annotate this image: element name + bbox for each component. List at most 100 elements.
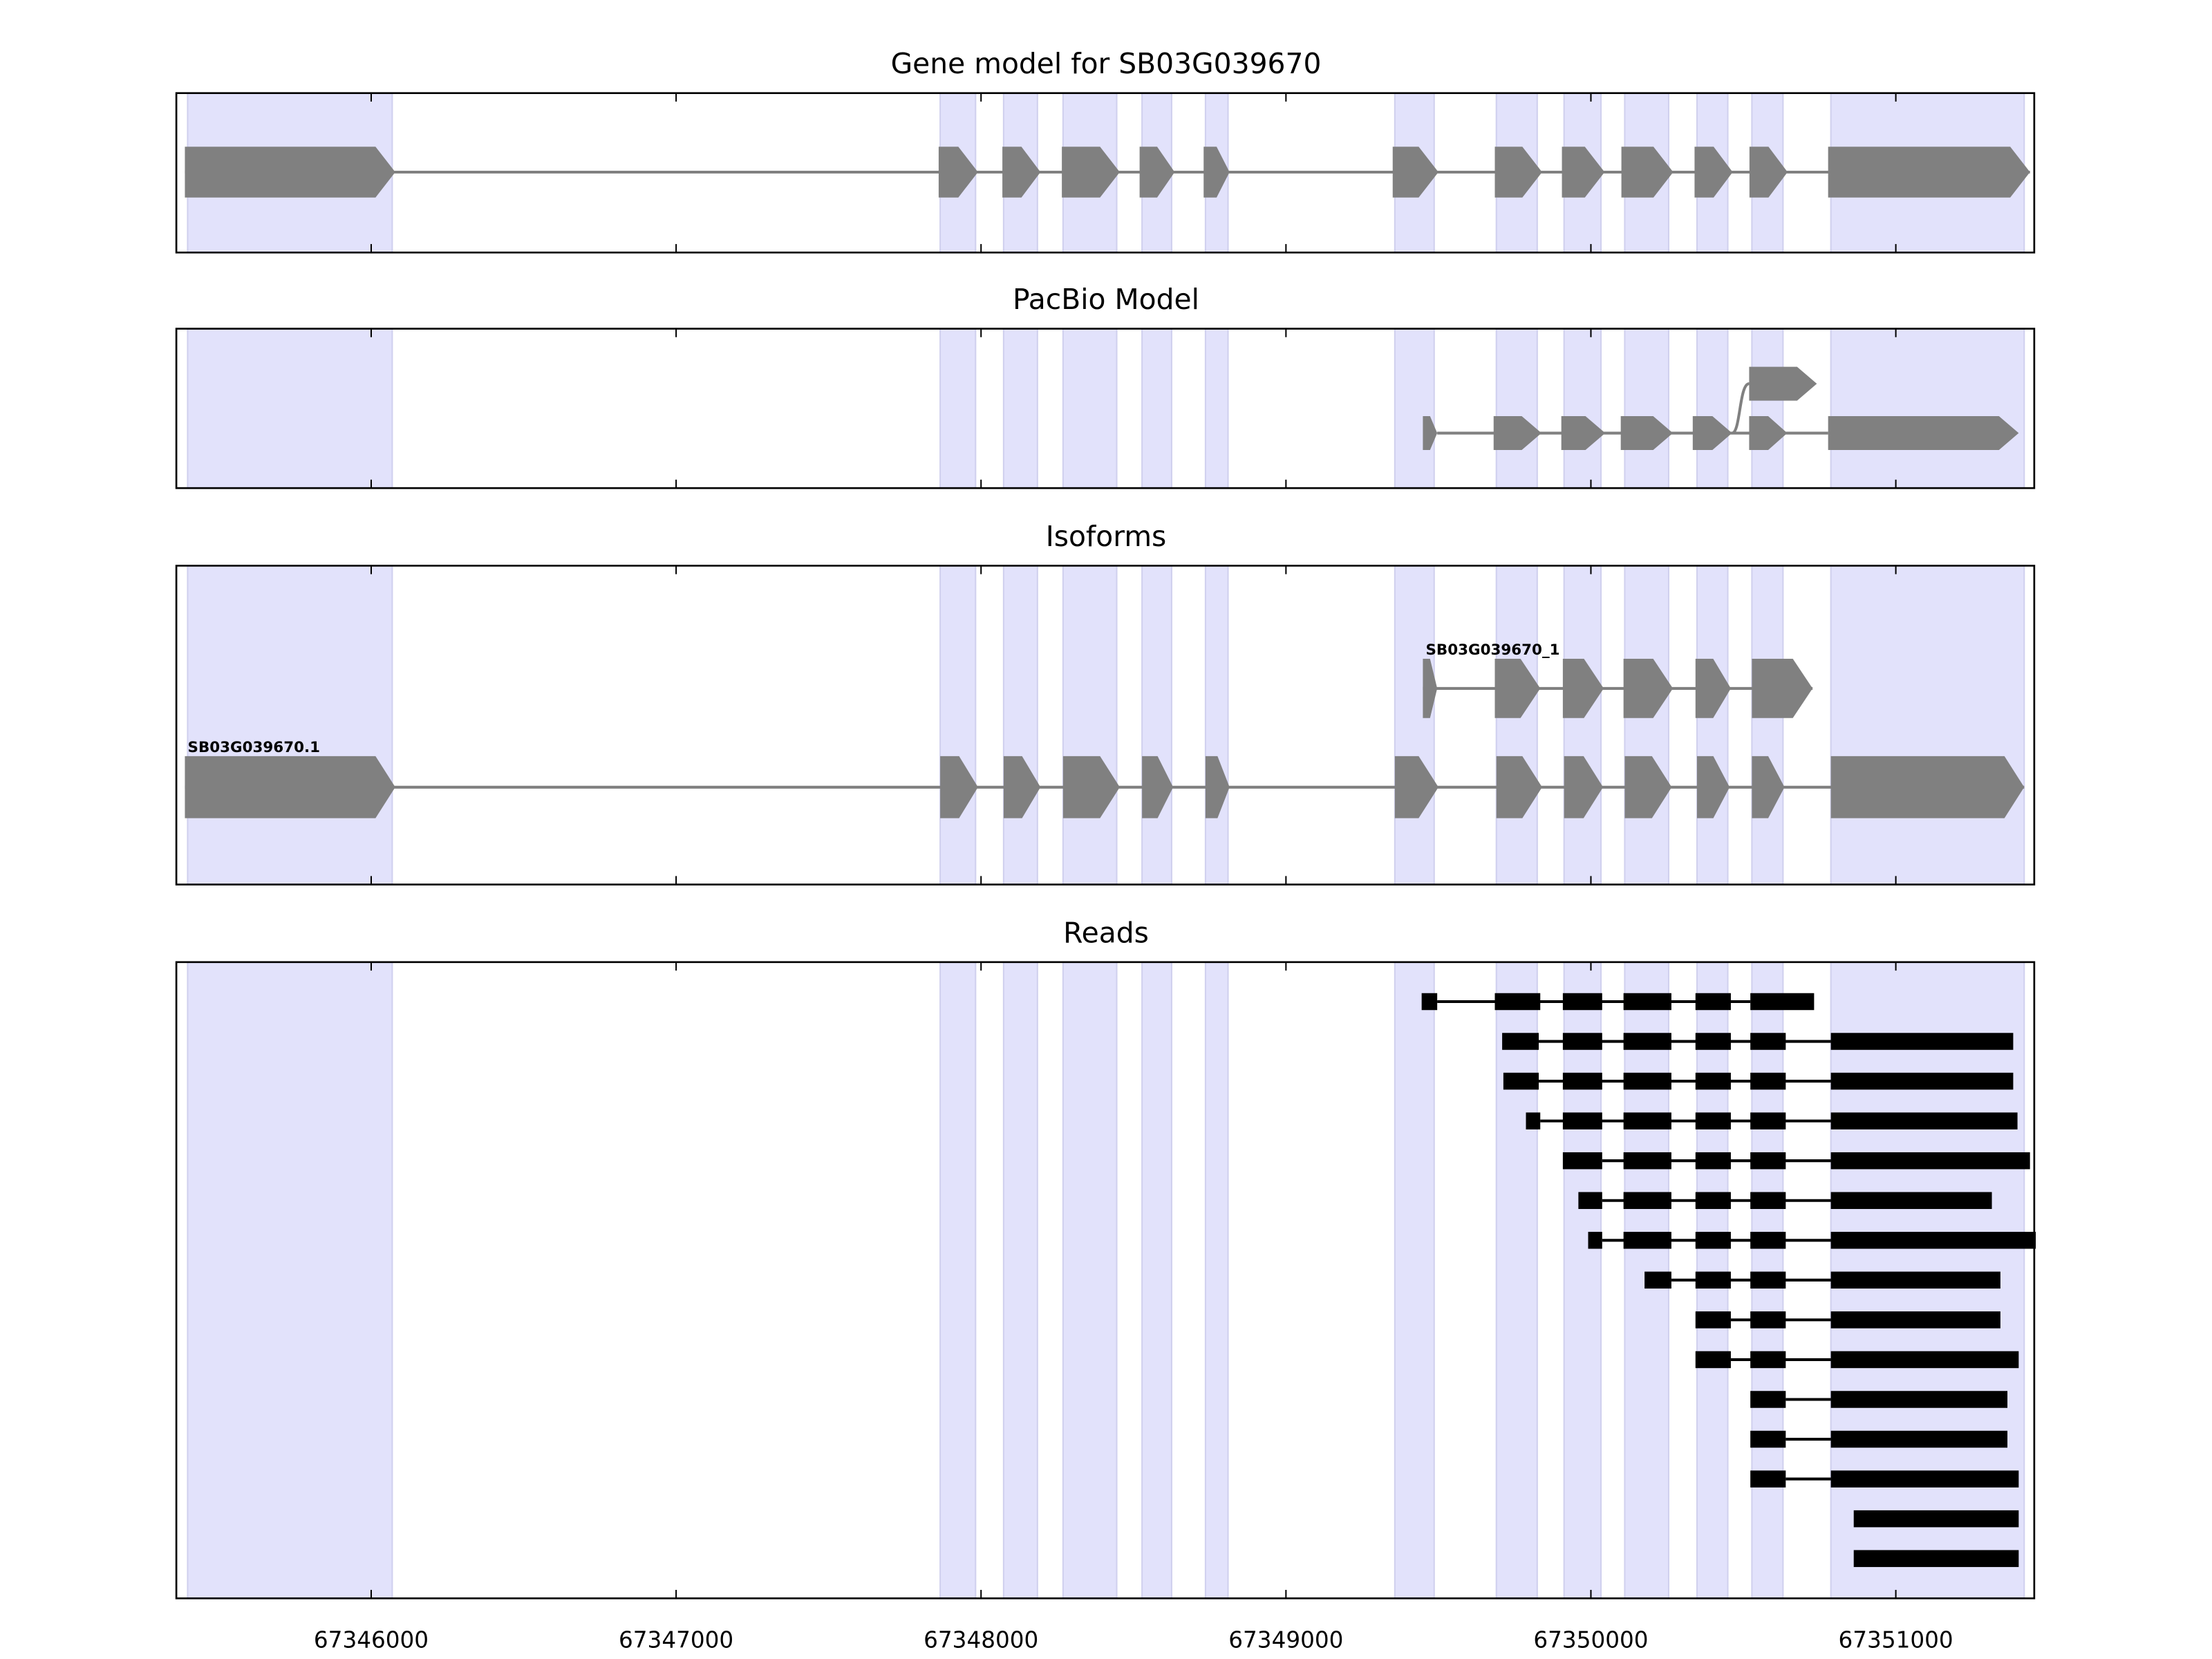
shaded-exon-region <box>187 565 393 885</box>
shaded-exon-region <box>1624 328 1669 489</box>
shaded-exon-region <box>1696 328 1729 489</box>
read-block <box>1750 1192 1786 1209</box>
gene-model-exon <box>1621 147 1674 198</box>
read-block <box>1750 1470 1786 1488</box>
read-block <box>1644 1271 1671 1289</box>
x-tick-label: 67346000 <box>314 1627 429 1653</box>
pacbio-exon <box>1828 416 2019 451</box>
read-block <box>1695 1311 1731 1329</box>
x-tick-label: 67347000 <box>619 1627 733 1653</box>
read-block <box>1853 1550 2019 1567</box>
read-block <box>1695 1112 1731 1130</box>
isoforms-title: Isoforms <box>1046 520 1167 553</box>
shaded-exon-region <box>1141 565 1172 885</box>
read-block <box>1623 1152 1671 1170</box>
shaded-exon-region <box>1062 961 1118 1600</box>
gene-model-exon <box>1139 147 1175 198</box>
pacbio-exon <box>1561 416 1606 451</box>
shaded-exon-region <box>1751 328 1784 489</box>
shaded-exon-region <box>939 328 977 489</box>
shaded-exon-region <box>1394 328 1435 489</box>
isoform-exon <box>1623 659 1674 718</box>
shaded-exon-region <box>1495 328 1538 489</box>
isoform-exon <box>1562 659 1604 718</box>
isoform-exon <box>1003 756 1041 818</box>
read-block <box>1494 993 1541 1011</box>
read-block <box>1695 1192 1731 1209</box>
read-block <box>1750 1391 1786 1408</box>
shaded-exon-region <box>1204 328 1229 489</box>
pacbio-exon <box>1749 416 1788 451</box>
read-block <box>1830 1311 2000 1329</box>
x-tick-label: 67351000 <box>1839 1627 1953 1653</box>
read-block <box>1750 1271 1786 1289</box>
read-block <box>1830 1152 2030 1170</box>
gene-model-exon <box>1494 147 1542 198</box>
read-block <box>1830 1430 2008 1448</box>
pacbio-exon <box>1493 416 1542 451</box>
pacbio-exon <box>1692 416 1732 451</box>
shaded-exon-region <box>1563 565 1602 885</box>
read-block <box>1750 1033 1786 1050</box>
read-block <box>1695 993 1731 1011</box>
isoform-exon <box>1423 659 1438 718</box>
shaded-exon-region <box>1002 328 1038 489</box>
isoform-exon <box>1752 659 1813 718</box>
isoform-label: SB03G039670.1 <box>188 739 321 756</box>
x-tick-label: 67350000 <box>1533 1627 1648 1653</box>
read-block <box>1562 1072 1602 1090</box>
read-block <box>1830 1072 2014 1090</box>
read-block <box>1830 1232 2036 1249</box>
isoform-exon <box>1830 756 2025 818</box>
gene-model-exon <box>1392 147 1438 198</box>
read-block <box>1830 1470 2019 1488</box>
shaded-exon-region <box>1394 565 1435 885</box>
read-block <box>1830 1112 2018 1130</box>
isoform-exon <box>1752 756 1785 818</box>
read-block <box>1623 1033 1671 1050</box>
reads-title: Reads <box>1063 916 1149 949</box>
read-block <box>1562 1033 1602 1050</box>
read-block <box>1750 1311 1786 1329</box>
read-block <box>1695 1232 1731 1249</box>
read-block <box>1830 1033 2014 1050</box>
read-block <box>1695 1271 1731 1289</box>
shaded-exon-region <box>1563 328 1602 489</box>
gene-model-title: Gene model for SB03G039670 <box>891 47 1322 80</box>
read-block <box>1562 1152 1602 1170</box>
pacbio-panel-frame <box>175 328 2036 489</box>
gene-model-exon <box>185 147 395 198</box>
gene-model-exon <box>1749 147 1788 198</box>
read-block <box>1526 1112 1541 1130</box>
shaded-exon-region <box>1002 565 1038 885</box>
isoform-exon <box>1496 756 1542 818</box>
read-block <box>1695 1033 1731 1050</box>
read-block <box>1830 1351 2019 1369</box>
read-block <box>1623 1192 1671 1209</box>
isoform-exon <box>1695 659 1731 718</box>
read-block <box>1750 1232 1786 1249</box>
pacbio-exon <box>1620 416 1674 451</box>
gene-model-exon <box>938 147 978 198</box>
shaded-exon-region <box>187 961 393 1600</box>
shaded-exon-region <box>1696 565 1729 885</box>
shaded-exon-region <box>1141 328 1172 489</box>
pacbio-branch-exon <box>1749 366 1817 401</box>
read-block <box>1503 1072 1539 1090</box>
gene-model-exon <box>1062 147 1120 198</box>
shaded-exon-region <box>1141 961 1172 1600</box>
read-block <box>1623 1232 1671 1249</box>
shaded-exon-region <box>1624 565 1669 885</box>
x-tick-label: 67349000 <box>1228 1627 1343 1653</box>
pacbio-title: PacBio Model <box>1013 283 1199 316</box>
shaded-exon-region <box>1751 565 1784 885</box>
read-block <box>1562 993 1602 1011</box>
shaded-exon-region <box>1002 961 1038 1600</box>
read-block <box>1830 1271 2000 1289</box>
read-block <box>1623 1072 1671 1090</box>
read-block <box>1750 1112 1786 1130</box>
isoform-exon <box>1394 756 1438 818</box>
shaded-exon-region <box>1062 328 1118 489</box>
isoform-exon <box>185 756 395 818</box>
isoform-exon <box>1494 659 1541 718</box>
